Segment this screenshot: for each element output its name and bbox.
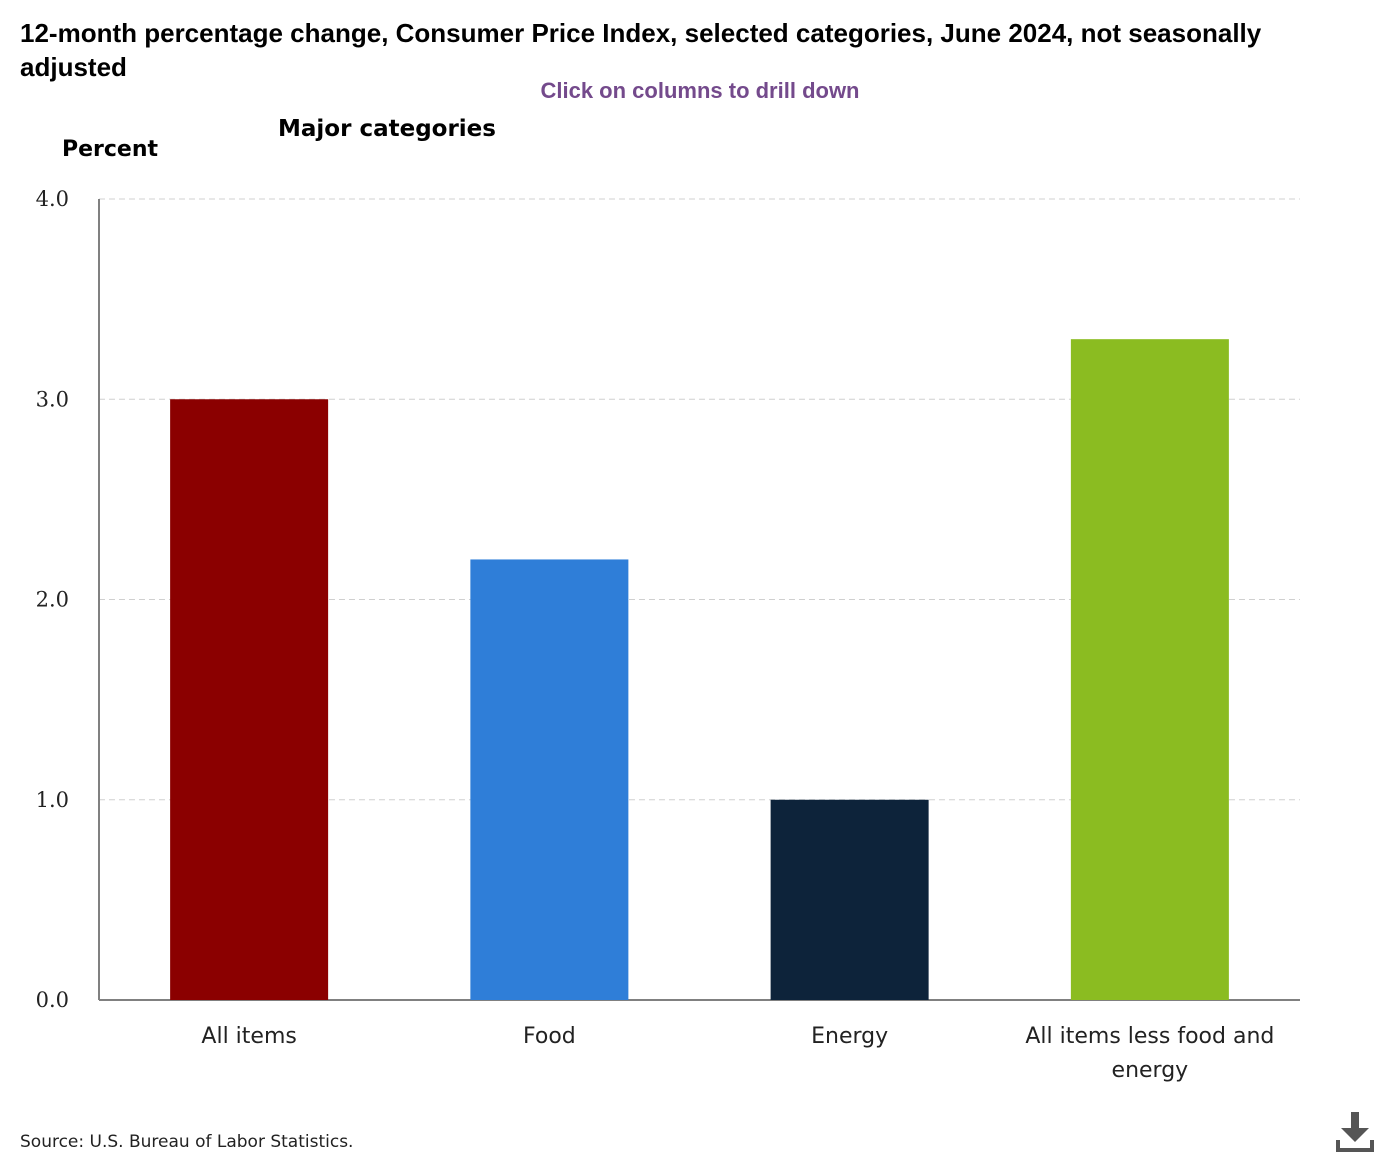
y-tick-label: 4.0 [36,187,69,211]
chart-title: 12-month percentage change, Consumer Pri… [20,18,1262,82]
y-tick-label: 3.0 [36,387,69,411]
x-tick-label: All items less food and [1025,1024,1274,1049]
bar[interactable] [1070,339,1229,1000]
source-note: Source: U.S. Bureau of Labor Statistics. [20,1132,354,1152]
y-tick-label: 2.0 [36,588,69,612]
y-tick-label: 0.0 [36,988,69,1012]
y-axis-label: Percent [62,137,159,162]
x-tick-label: Food [523,1024,576,1049]
bar[interactable] [770,799,929,1000]
drill-down-hint[interactable]: Click on columns to drill down [540,78,860,103]
y-tick-label: 1.0 [36,788,69,812]
chart-subtitle: Major categories [278,116,496,142]
bar[interactable] [470,559,629,1000]
x-tick-label: energy [1112,1058,1189,1083]
bar[interactable] [170,399,329,1000]
download-icon[interactable] [1330,1108,1380,1156]
x-tick-label: Energy [811,1024,888,1049]
x-tick-label: All items [201,1024,296,1049]
